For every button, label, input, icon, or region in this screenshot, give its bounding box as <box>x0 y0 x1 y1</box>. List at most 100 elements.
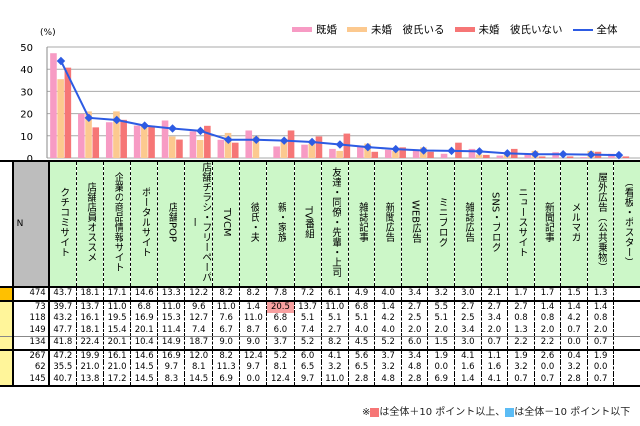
value-cell <box>613 373 640 387</box>
value-cell: 1.5 <box>427 336 455 351</box>
value-cell: 8.3 <box>157 373 185 387</box>
row-label <box>0 349 13 362</box>
value-cell: 5.5 <box>427 300 455 313</box>
column-header: 雑誌記事 <box>347 160 375 288</box>
value-cell: 1.7 <box>533 287 561 302</box>
y-tick-label: 50 <box>20 43 33 54</box>
value-cell: 1.9 <box>427 349 455 362</box>
bar-1 <box>217 139 225 158</box>
value-cell: 2.2 <box>507 336 535 351</box>
value-cell: 3.4 <box>400 349 428 362</box>
value-cell: 7.4 <box>293 324 322 337</box>
value-cell: 0.0 <box>427 362 455 374</box>
value-cell: 0.0 <box>560 336 588 351</box>
value-cell: 15.3 <box>157 313 185 325</box>
value-cell: 4.0 <box>347 324 375 337</box>
value-cell: 1.6 <box>454 362 482 374</box>
value-cell: 0.0 <box>239 373 267 387</box>
value-cell: 0.7 <box>480 336 508 351</box>
bar-3 <box>538 156 546 158</box>
value-cell: 1.6 <box>480 362 508 374</box>
bar-3 <box>371 151 379 158</box>
value-cell: 8.2 <box>212 287 240 302</box>
column-header: 新聞広告 <box>374 160 402 288</box>
bar-3 <box>120 119 127 158</box>
column-header-label: 雑誌記事 <box>356 202 368 242</box>
value-cell: 8.2 <box>239 287 267 302</box>
value-cell: 12.7 <box>184 313 213 325</box>
value-cell: 3.2 <box>427 287 455 302</box>
value-cell: 16.9 <box>157 349 185 362</box>
value-cell: 1.4 <box>239 300 267 313</box>
value-cell: 14.6 <box>130 349 158 362</box>
line-point <box>56 56 66 66</box>
value-cell: 40.7 <box>48 373 77 387</box>
value-cell <box>613 287 640 302</box>
value-cell: 4.1 <box>454 349 482 362</box>
column-header-label: ニュースサイト <box>515 187 527 257</box>
value-cell: 12.4 <box>239 349 267 362</box>
column-header-label: 店舗POP <box>166 202 178 242</box>
value-cell: 21.0 <box>102 362 131 374</box>
row-label <box>0 373 13 387</box>
value-cell: 12.0 <box>184 349 213 362</box>
bar-1 <box>580 157 587 158</box>
value-cell: 7.8 <box>266 287 295 302</box>
value-cell: 5.2 <box>293 336 322 351</box>
bar-2 <box>392 150 399 158</box>
line-point <box>140 121 149 130</box>
column-header-label: 店舗店員オススメ <box>84 182 96 262</box>
value-cell: 5.1 <box>293 313 322 325</box>
column-header-label: TVCM <box>221 207 233 237</box>
bar-2 <box>280 140 288 158</box>
column-header-label: SNS・ブログ <box>489 191 501 253</box>
value-cell: 18.1 <box>75 324 104 337</box>
line-point <box>168 124 177 133</box>
value-cell: 1.4 <box>586 300 614 313</box>
column-header-label: TV番組 <box>302 205 314 239</box>
value-cell: 2.8 <box>347 373 375 387</box>
bar-1 <box>440 153 448 158</box>
value-cell: 1.5 <box>560 287 588 302</box>
bar-3 <box>64 67 72 158</box>
value-cell: 19.9 <box>75 349 104 362</box>
data-table: N クチコミサイト 店舗店員オススメ 企業の商品情報サイト ポータルサイト 店舗POP 店舗… <box>0 160 640 387</box>
column-header: 店舗店員オススメ <box>75 160 104 288</box>
value-cell: 0.7 <box>560 324 588 337</box>
value-cell: 6.5 <box>293 362 322 374</box>
row-label <box>0 336 13 351</box>
column-header-label: メルマガ <box>569 202 581 242</box>
value-cell <box>613 313 640 325</box>
value-cell: 9.0 <box>239 336 267 351</box>
value-cell: 18.1 <box>75 287 104 302</box>
value-cell: 3.7 <box>266 336 295 351</box>
line-point <box>84 113 94 123</box>
line-point <box>112 115 121 125</box>
line-point <box>363 142 373 152</box>
value-cell: 2.7 <box>320 324 349 337</box>
value-cell: 0.4 <box>560 349 588 362</box>
bar-2 <box>57 79 64 158</box>
value-cell <box>613 300 640 313</box>
column-header-label: ミニブログ <box>436 197 448 247</box>
value-cell: 4.1 <box>480 373 508 387</box>
value-cell: 4.0 <box>374 324 402 337</box>
bar-1 <box>384 149 392 158</box>
value-cell: 3.2 <box>560 362 588 374</box>
line-point <box>419 146 428 155</box>
value-cell: 1.4 <box>454 373 482 387</box>
value-cell: 0.8 <box>533 313 561 325</box>
value-cell <box>613 349 640 362</box>
value-cell: 0.7 <box>533 373 561 387</box>
bar-1 <box>50 53 57 158</box>
table-row: 474 43.7 18.1 17.1 14.6 13.3 12.2 8.2 8.2 7.8 7.2 6… <box>0 287 640 302</box>
value-cell: 2.5 <box>454 313 482 325</box>
header-row: N クチコミサイト 店舗店員オススメ 企業の商品情報サイト ポータルサイト 店舗POP 店舗… <box>0 160 640 288</box>
value-cell: 8.2 <box>320 336 349 351</box>
value-cell: 9.6 <box>184 300 213 313</box>
value-cell: 43.7 <box>48 287 77 302</box>
n-header: N <box>11 160 50 288</box>
bar-3 <box>427 151 434 158</box>
value-cell: 1.4 <box>560 300 588 313</box>
bar-3 <box>622 156 630 158</box>
